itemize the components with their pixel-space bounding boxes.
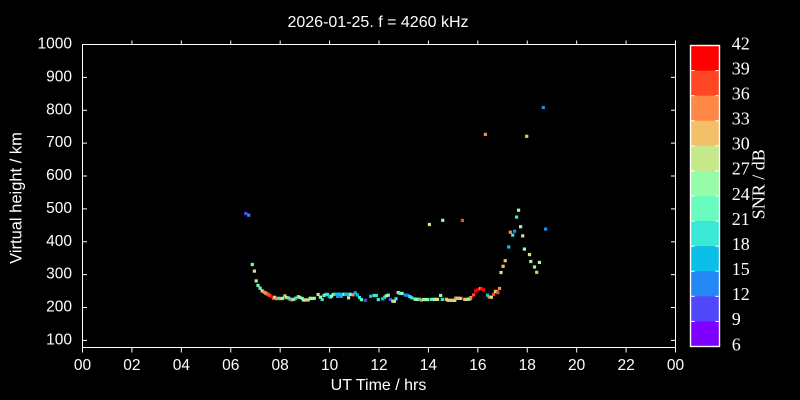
svg-text:12: 12 xyxy=(370,357,387,374)
svg-text:800: 800 xyxy=(46,101,72,118)
svg-text:1000: 1000 xyxy=(38,36,73,53)
svg-text:900: 900 xyxy=(46,68,72,85)
svg-text:39: 39 xyxy=(732,58,750,78)
svg-text:2026-01-25. f = 4260 kHz: 2026-01-25. f = 4260 kHz xyxy=(287,14,468,31)
svg-text:10: 10 xyxy=(321,357,339,374)
svg-text:27: 27 xyxy=(732,159,750,179)
svg-text:700: 700 xyxy=(46,134,72,151)
svg-text:04: 04 xyxy=(173,357,191,374)
svg-text:00: 00 xyxy=(667,357,685,374)
svg-text:24: 24 xyxy=(732,184,750,204)
svg-text:36: 36 xyxy=(732,83,750,103)
svg-text:18: 18 xyxy=(732,234,750,254)
svg-text:22: 22 xyxy=(617,357,634,374)
svg-text:300: 300 xyxy=(46,266,72,283)
svg-text:33: 33 xyxy=(732,109,750,129)
svg-text:SNR / dB: SNR / dB xyxy=(749,149,769,219)
svg-text:200: 200 xyxy=(46,299,72,316)
svg-text:20: 20 xyxy=(568,357,586,374)
svg-text:14: 14 xyxy=(420,357,438,374)
svg-text:21: 21 xyxy=(732,209,750,229)
svg-text:Virtual height / km: Virtual height / km xyxy=(8,132,26,264)
svg-text:9: 9 xyxy=(732,309,741,329)
svg-text:42: 42 xyxy=(732,33,750,53)
svg-text:00: 00 xyxy=(74,357,92,374)
svg-text:100: 100 xyxy=(46,332,72,349)
svg-text:30: 30 xyxy=(732,134,750,154)
svg-text:400: 400 xyxy=(46,233,72,250)
svg-text:500: 500 xyxy=(46,200,72,217)
svg-text:16: 16 xyxy=(469,357,486,374)
svg-text:18: 18 xyxy=(519,357,536,374)
svg-text:02: 02 xyxy=(123,357,140,374)
svg-text:08: 08 xyxy=(272,357,289,374)
svg-text:06: 06 xyxy=(222,357,239,374)
svg-text:600: 600 xyxy=(46,167,72,184)
svg-text:12: 12 xyxy=(732,284,750,304)
svg-text:UT Time / hrs: UT Time / hrs xyxy=(331,377,427,394)
svg-text:15: 15 xyxy=(732,259,750,279)
svg-text:6: 6 xyxy=(732,334,741,354)
